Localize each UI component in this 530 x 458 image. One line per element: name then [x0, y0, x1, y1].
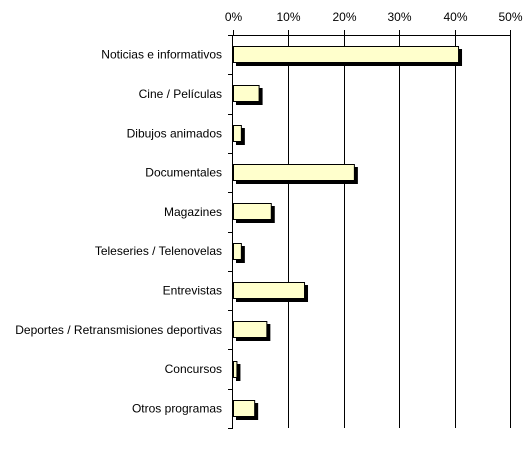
bar	[233, 361, 238, 378]
category-label: Concursos	[165, 362, 222, 376]
bar-shadow	[236, 364, 241, 381]
bar	[233, 85, 260, 102]
category-label: Entrevistas	[163, 283, 222, 297]
y-axis-ticks	[228, 35, 233, 429]
x-tick-label: 30%	[387, 10, 411, 24]
bar	[233, 282, 306, 299]
gridlines	[288, 35, 511, 428]
category-label: Teleseries / Telenovelas	[95, 244, 222, 258]
category-label: Dibujos animados	[127, 126, 222, 140]
bar	[233, 125, 242, 142]
x-tick-label: 40%	[443, 10, 467, 24]
bar	[233, 203, 272, 220]
category-label: Cine / Películas	[139, 87, 222, 101]
bar	[233, 321, 268, 338]
bar	[233, 164, 355, 181]
category-label: Otros programas	[132, 401, 222, 415]
bar	[233, 46, 460, 63]
x-tick-label: 20%	[332, 10, 356, 24]
bar	[233, 400, 256, 417]
x-axis-ticks: 0% 10% 20% 30% 40% 50%	[225, 10, 523, 35]
x-tick-label: 50%	[498, 10, 522, 24]
bar	[233, 243, 242, 260]
x-tick-label: 0%	[225, 10, 243, 24]
category-label: Magazines	[164, 205, 222, 219]
bars	[233, 46, 463, 420]
category-label: Documentales	[145, 166, 222, 180]
category-label: Noticias e informativos	[101, 48, 222, 62]
x-tick-label: 10%	[276, 10, 300, 24]
category-label: Deportes / Retransmisiones deportivas	[15, 323, 222, 337]
category-labels: Noticias e informativos Cine / Películas D…	[15, 48, 222, 416]
